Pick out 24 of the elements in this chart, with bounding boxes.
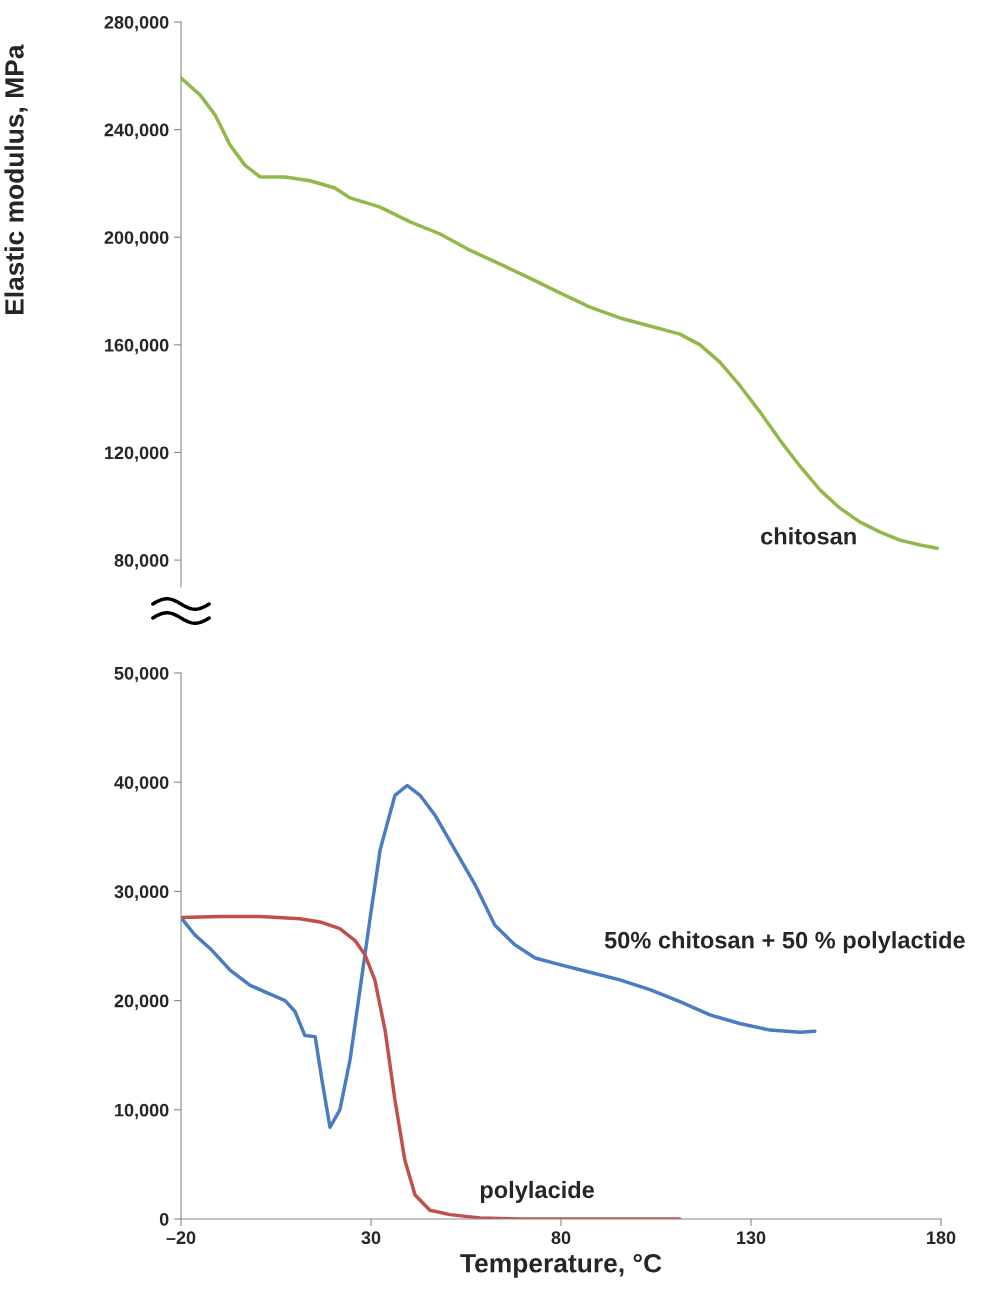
series-label: chitosan (761, 527, 856, 545)
line-series (181, 783, 817, 1130)
x-tick-label: –20 (166, 1231, 196, 1245)
y-tick-label: 30,000 (114, 885, 169, 901)
y-tick-label: 280,000 (104, 15, 169, 32)
x-tick-label: 80 (551, 1231, 571, 1245)
y-tick-label: 10,000 (115, 1103, 169, 1120)
y-tick-label: 120,000 (105, 446, 169, 462)
y-tick-label: 40,000 (114, 776, 169, 792)
y-tick-label: 0 (159, 1212, 169, 1226)
y-tick-label: 50,000 (114, 666, 169, 683)
x-tick-label: 30 (361, 1231, 381, 1245)
y-tick-label: 160,000 (105, 338, 169, 355)
y-tick-label: 20,000 (114, 994, 169, 1010)
x-tick-label: 130 (737, 1231, 766, 1245)
line-series (181, 76, 939, 550)
y-tick-label: 240,000 (104, 123, 169, 139)
series-label: 50% chitosan + 50 % polylactide (604, 931, 965, 954)
y-tick-label: 200,000 (104, 231, 169, 247)
series-label: polylacide (480, 1180, 594, 1203)
x-tick-label: 180 (927, 1231, 956, 1245)
y-tick-label: 80,000 (114, 554, 169, 570)
x-axis-title: Temperature, °C (460, 1253, 662, 1278)
y-axis-title: Elastic modulus, MPa (4, 44, 28, 315)
